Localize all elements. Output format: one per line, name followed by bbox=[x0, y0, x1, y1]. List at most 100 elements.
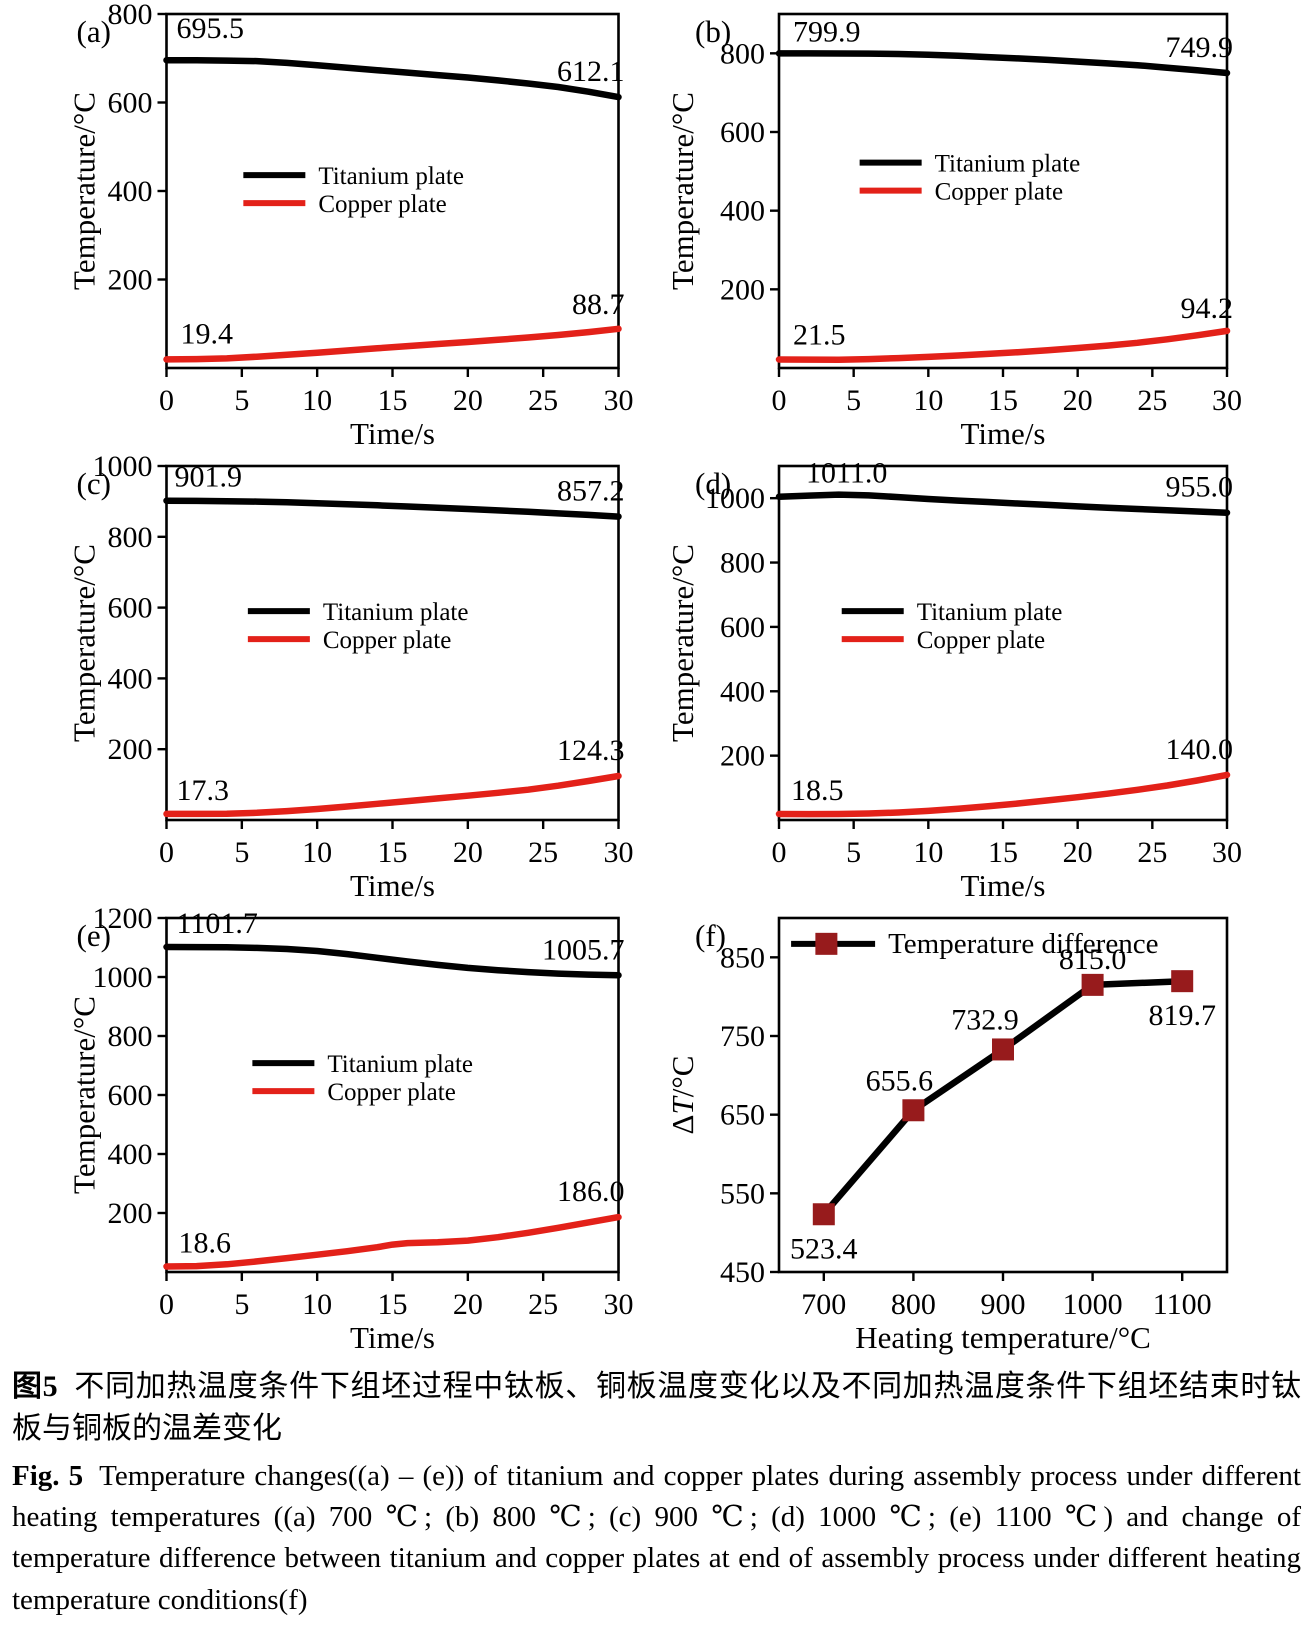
svg-text:200: 200 bbox=[108, 264, 153, 297]
svg-text:Temperature/°C: Temperature/°C bbox=[67, 996, 102, 1194]
svg-text:0: 0 bbox=[159, 384, 174, 417]
svg-text:655.6: 655.6 bbox=[866, 1064, 934, 1097]
svg-text:19.4: 19.4 bbox=[181, 317, 234, 350]
svg-text:Copper plate: Copper plate bbox=[917, 627, 1045, 654]
chart-c-900c: 0 5 10 15 20 25 30 200 400 600 800 1000 Time/s Temper… bbox=[67, 452, 634, 903]
svg-text:400: 400 bbox=[108, 1138, 153, 1171]
chart-e-1100c: 0 5 10 15 20 25 30 200 400 600 800 1000 1200 Time/s Te… bbox=[67, 904, 634, 1355]
svg-text:Copper plate: Copper plate bbox=[327, 1079, 455, 1106]
panel-c: 0 5 10 15 20 25 30 200 400 600 800 1000 Time/s Temper… bbox=[0, 452, 657, 904]
svg-text:(b): (b) bbox=[695, 14, 731, 49]
svg-text:Copper plate: Copper plate bbox=[323, 627, 451, 654]
svg-text:(d): (d) bbox=[695, 466, 731, 501]
svg-text:Titanium plate: Titanium plate bbox=[935, 151, 1081, 178]
caption-english: Fig. 5 Temperature changes((a) – (e)) of … bbox=[12, 1456, 1301, 1621]
chart-d-1000c: 0 5 10 15 20 25 30 200 400 600 800 1000 Time/s Temper… bbox=[665, 457, 1242, 903]
panel-e: 0 5 10 15 20 25 30 200 400 600 800 1000 1200 Time/s Te… bbox=[0, 904, 657, 1356]
svg-text:Copper plate: Copper plate bbox=[935, 179, 1063, 206]
svg-text:30: 30 bbox=[604, 836, 634, 869]
svg-text:1000: 1000 bbox=[93, 961, 153, 994]
chart-b-800c: 0 5 10 15 20 25 30 200 400 600 800 Time/s Temperatur… bbox=[665, 12, 1242, 451]
svg-text:1011.0: 1011.0 bbox=[806, 457, 887, 490]
svg-text:18.5: 18.5 bbox=[791, 774, 844, 807]
caption-en-label: Fig. 5 bbox=[12, 1460, 84, 1492]
svg-text:Time/s: Time/s bbox=[350, 1320, 435, 1355]
svg-text:10: 10 bbox=[302, 1288, 332, 1321]
svg-text:30: 30 bbox=[604, 1288, 634, 1321]
svg-text:(a): (a) bbox=[77, 14, 111, 49]
svg-text:1100: 1100 bbox=[1153, 1288, 1212, 1321]
svg-text:10: 10 bbox=[913, 384, 943, 417]
svg-text:ΔT/°C: ΔT/°C bbox=[665, 1056, 700, 1135]
svg-text:Time/s: Time/s bbox=[350, 416, 435, 451]
svg-text:955.0: 955.0 bbox=[1166, 471, 1234, 504]
svg-text:0: 0 bbox=[159, 1288, 174, 1321]
svg-text:(f): (f) bbox=[695, 918, 726, 953]
svg-text:15: 15 bbox=[378, 384, 408, 417]
svg-text:Titanium plate: Titanium plate bbox=[318, 163, 464, 190]
panel-d: 0 5 10 15 20 25 30 200 400 600 800 1000 Time/s Temper… bbox=[657, 452, 1313, 904]
svg-text:612.1: 612.1 bbox=[557, 55, 625, 88]
svg-text:0: 0 bbox=[772, 384, 787, 417]
svg-text:10: 10 bbox=[302, 836, 332, 869]
svg-text:200: 200 bbox=[108, 1197, 153, 1230]
svg-text:1000: 1000 bbox=[705, 482, 765, 515]
caption-zh-text: 不同加热温度条件下组坯过程中钛板、铜板温度变化以及不同加热温度条件下组坯结束时钛… bbox=[12, 1370, 1302, 1445]
svg-text:901.9: 901.9 bbox=[175, 461, 243, 494]
svg-text:600: 600 bbox=[720, 611, 765, 644]
svg-text:10: 10 bbox=[302, 384, 332, 417]
svg-text:Temperature/°C: Temperature/°C bbox=[67, 544, 102, 742]
svg-text:Time/s: Time/s bbox=[960, 868, 1045, 903]
panel-b: 0 5 10 15 20 25 30 200 400 600 800 Time/s Temperatur… bbox=[657, 0, 1313, 452]
svg-text:10: 10 bbox=[913, 836, 943, 869]
svg-text:25: 25 bbox=[528, 1288, 558, 1321]
svg-text:25: 25 bbox=[1137, 836, 1167, 869]
svg-text:25: 25 bbox=[528, 384, 558, 417]
svg-text:1200: 1200 bbox=[93, 904, 153, 935]
svg-text:124.3: 124.3 bbox=[557, 734, 625, 767]
svg-text:20: 20 bbox=[453, 384, 483, 417]
panels-grid: 0 5 10 15 20 25 30 200 400 600 800 Time/s Temperatur… bbox=[0, 0, 1313, 1356]
svg-text:523.4: 523.4 bbox=[790, 1232, 858, 1265]
svg-text:400: 400 bbox=[108, 662, 153, 695]
svg-text:799.9: 799.9 bbox=[793, 15, 861, 48]
svg-text:15: 15 bbox=[378, 1288, 408, 1321]
svg-text:1000: 1000 bbox=[93, 452, 153, 483]
svg-text:20: 20 bbox=[1063, 384, 1093, 417]
svg-text:Temperature/°C: Temperature/°C bbox=[67, 92, 102, 290]
svg-text:15: 15 bbox=[378, 836, 408, 869]
svg-text:Temperature difference: Temperature difference bbox=[888, 928, 1158, 960]
svg-text:21.5: 21.5 bbox=[793, 319, 846, 352]
panel-a: 0 5 10 15 20 25 30 200 400 600 800 Time/s Temperatur… bbox=[0, 0, 657, 452]
svg-text:20: 20 bbox=[453, 1288, 483, 1321]
panel-f: 700 800 900 1000 1100 450 550 650 750 850 Heating … bbox=[657, 904, 1313, 1356]
svg-text:Titanium plate: Titanium plate bbox=[917, 599, 1063, 626]
svg-text:450: 450 bbox=[720, 1256, 765, 1289]
svg-text:15: 15 bbox=[988, 836, 1018, 869]
svg-text:Copper plate: Copper plate bbox=[318, 191, 446, 218]
svg-text:650: 650 bbox=[720, 1099, 765, 1132]
svg-text:200: 200 bbox=[108, 733, 153, 766]
svg-text:18.6: 18.6 bbox=[179, 1227, 232, 1260]
svg-text:1101.7: 1101.7 bbox=[177, 907, 258, 940]
svg-text:600: 600 bbox=[108, 87, 153, 120]
svg-text:5: 5 bbox=[234, 836, 249, 869]
svg-text:0: 0 bbox=[772, 836, 787, 869]
svg-text:850: 850 bbox=[720, 941, 765, 974]
svg-text:857.2: 857.2 bbox=[557, 475, 625, 508]
svg-text:5: 5 bbox=[234, 1288, 249, 1321]
svg-text:94.2: 94.2 bbox=[1181, 292, 1234, 325]
svg-text:695.5: 695.5 bbox=[177, 12, 245, 45]
svg-text:1005.7: 1005.7 bbox=[542, 933, 625, 966]
svg-text:550: 550 bbox=[720, 1177, 765, 1210]
svg-text:819.7: 819.7 bbox=[1148, 999, 1216, 1032]
svg-text:900: 900 bbox=[981, 1288, 1026, 1321]
svg-text:30: 30 bbox=[1212, 836, 1242, 869]
svg-text:400: 400 bbox=[108, 175, 153, 208]
svg-text:800: 800 bbox=[108, 0, 153, 31]
svg-text:Temperature/°C: Temperature/°C bbox=[665, 92, 700, 290]
svg-text:5: 5 bbox=[234, 384, 249, 417]
svg-text:(c): (c) bbox=[77, 466, 111, 501]
svg-text:5: 5 bbox=[846, 384, 861, 417]
